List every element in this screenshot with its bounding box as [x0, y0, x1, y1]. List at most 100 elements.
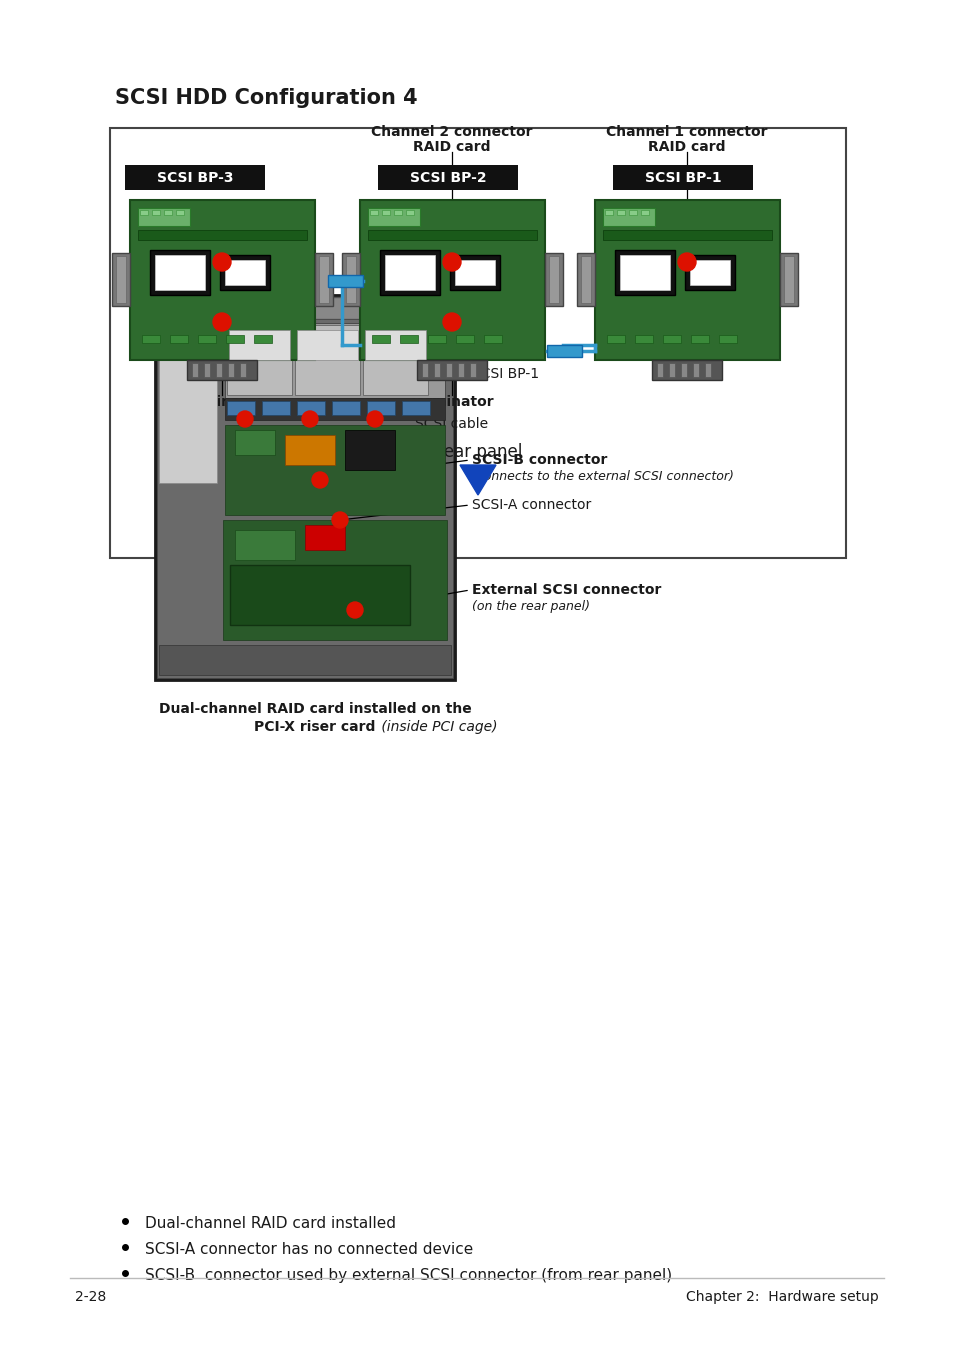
Bar [175, 209, 184, 215]
Bar [230, 565, 410, 626]
Circle shape [332, 512, 348, 528]
Bar [651, 359, 721, 380]
Bar [690, 335, 708, 343]
Bar [159, 644, 451, 676]
Bar [164, 209, 172, 215]
Text: SCSI BP-2: SCSI BP-2 [409, 170, 486, 185]
Bar [595, 200, 780, 359]
Bar [341, 253, 359, 305]
Text: SCSI HDD Configuration 4: SCSI HDD Configuration 4 [115, 88, 417, 108]
Bar [112, 253, 130, 305]
Bar [577, 253, 595, 305]
Text: SCSI-B  connector used by external SCSI connector (from rear panel): SCSI-B connector used by external SCSI c… [145, 1269, 672, 1283]
Bar [680, 363, 686, 377]
Polygon shape [459, 465, 496, 494]
Bar [604, 209, 613, 215]
Bar [719, 335, 737, 343]
Bar [394, 209, 401, 215]
Bar [159, 323, 216, 484]
Text: (inside PCI cage): (inside PCI cage) [376, 720, 497, 734]
Bar [198, 335, 215, 343]
Text: PCI-X riser card: PCI-X riser card [254, 720, 375, 734]
Bar [226, 335, 244, 343]
Bar [314, 253, 333, 305]
Text: Rear panel: Rear panel [433, 443, 522, 461]
Bar [416, 359, 486, 380]
Bar [296, 330, 357, 359]
Bar [368, 230, 537, 240]
Bar [628, 209, 637, 215]
Bar [619, 255, 669, 290]
Bar [262, 401, 290, 415]
Text: SCSI-A connector: SCSI-A connector [472, 499, 591, 512]
Bar [446, 363, 452, 377]
Bar [138, 208, 190, 226]
Text: SCSI-B connector: SCSI-B connector [472, 453, 607, 467]
Circle shape [236, 411, 253, 427]
Bar [783, 255, 793, 303]
Bar [546, 345, 581, 357]
Bar [606, 335, 624, 343]
Circle shape [213, 253, 231, 272]
Bar [602, 208, 655, 226]
Bar [377, 165, 517, 190]
Bar [613, 165, 752, 190]
Bar [640, 209, 648, 215]
Bar [368, 208, 419, 226]
Text: SCSI-A connector has no connected device: SCSI-A connector has no connected device [145, 1242, 473, 1256]
Text: SCSI cable: SCSI cable [415, 417, 488, 431]
Bar [192, 363, 198, 377]
Bar [704, 363, 710, 377]
Bar [154, 295, 455, 680]
Bar [152, 209, 160, 215]
Bar [359, 200, 544, 359]
Circle shape [442, 313, 460, 331]
Bar [294, 326, 359, 394]
Bar [399, 335, 417, 343]
Bar [684, 255, 734, 290]
Bar [225, 323, 444, 399]
Bar [296, 401, 325, 415]
Bar [142, 335, 160, 343]
Bar [548, 255, 558, 303]
Bar [385, 255, 435, 290]
Bar [780, 253, 797, 305]
Bar [602, 230, 771, 240]
Bar [116, 255, 126, 303]
Text: SCSI BP-2: SCSI BP-2 [472, 349, 538, 363]
Bar [617, 209, 624, 215]
Bar [381, 209, 390, 215]
Text: SCSI BP-3: SCSI BP-3 [472, 332, 538, 347]
Text: Terminator: Terminator [409, 394, 495, 409]
Text: Chapter 2:  Hardware setup: Chapter 2: Hardware setup [685, 1290, 878, 1304]
Bar [372, 335, 390, 343]
Bar [157, 319, 453, 678]
Text: Channel 1 connector: Channel 1 connector [605, 126, 767, 139]
Circle shape [367, 411, 382, 427]
Circle shape [302, 411, 317, 427]
Bar [455, 259, 495, 285]
Bar [421, 363, 428, 377]
Bar [615, 250, 675, 295]
Bar [406, 209, 414, 215]
Bar [225, 259, 265, 285]
Bar [483, 335, 501, 343]
Bar [140, 209, 148, 215]
Bar [668, 363, 675, 377]
Bar [223, 520, 447, 640]
Bar [450, 255, 499, 290]
Bar [170, 335, 188, 343]
Bar [692, 363, 699, 377]
Bar [367, 401, 395, 415]
Bar [150, 250, 210, 295]
Bar [328, 276, 363, 286]
Bar [253, 335, 272, 343]
Bar [657, 363, 662, 377]
Bar [305, 526, 345, 550]
Bar [434, 363, 439, 377]
Bar [138, 230, 307, 240]
Text: SCSI BP-1: SCSI BP-1 [472, 367, 538, 381]
Bar [332, 401, 359, 415]
Text: SCSI BP-1: SCSI BP-1 [644, 170, 720, 185]
Bar [227, 326, 292, 394]
